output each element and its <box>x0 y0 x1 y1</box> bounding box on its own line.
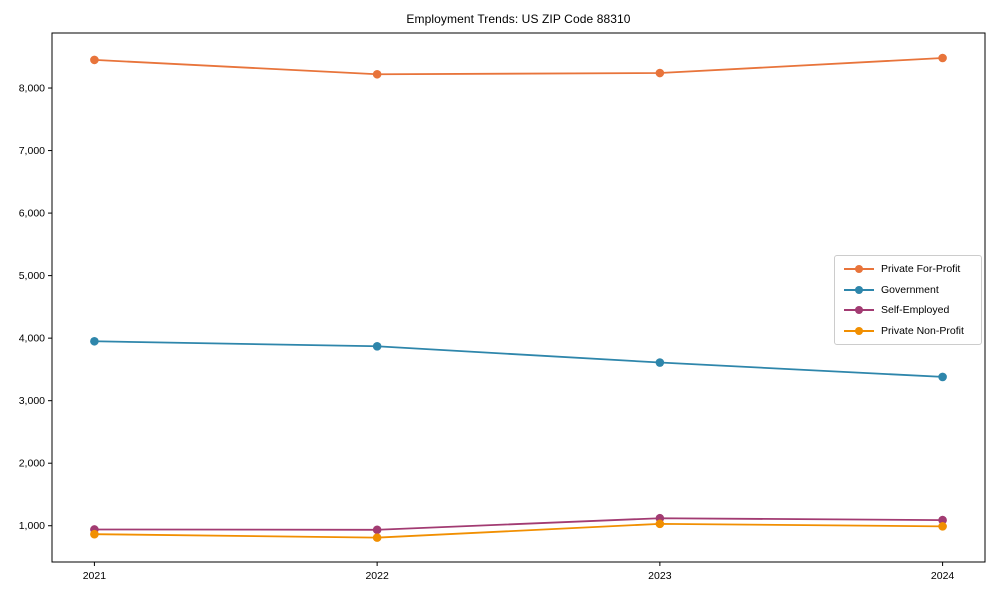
x-tick-label: 2021 <box>83 570 107 582</box>
data-point-marker <box>938 522 947 531</box>
legend-line-marker-icon <box>844 265 874 274</box>
data-point-marker <box>372 341 382 351</box>
y-tick-label: 4,000 <box>19 333 45 345</box>
data-point-marker <box>90 336 99 346</box>
legend-entry: Private For-Profit <box>844 263 972 275</box>
series-line <box>94 57 943 76</box>
x-tick-label: 2024 <box>931 570 955 582</box>
data-point-marker <box>372 525 382 535</box>
legend-line-marker-icon <box>844 285 874 294</box>
data-point-marker <box>90 55 99 65</box>
chart-title: Employment Trends: US ZIP Code 88310 <box>406 12 631 26</box>
y-tick-label: 3,000 <box>19 395 45 407</box>
series-line <box>94 522 943 539</box>
y-tick-label: 8,000 <box>19 83 45 95</box>
y-axis: 1,000 2,000 3,000 4,000 5,000 6,000 7,000 8,000 <box>19 83 52 532</box>
series-private-non-profit <box>90 519 947 542</box>
series-line <box>94 340 943 378</box>
series-government <box>90 336 947 382</box>
data-point-marker <box>655 358 665 367</box>
x-tick-label: 2023 <box>648 570 672 582</box>
legend-label: Government <box>881 283 939 296</box>
data-point-marker <box>372 533 382 542</box>
data-point-marker <box>655 68 665 78</box>
data-point-marker <box>90 529 99 539</box>
legend-label: Self-Employed <box>881 304 950 317</box>
legend-label: Private For-Profit <box>881 263 961 275</box>
y-tick-label: 5,000 <box>19 270 45 282</box>
legend-entry: Self-Employed <box>844 304 972 316</box>
data-point-marker <box>655 519 665 529</box>
y-tick-label: 2,000 <box>19 458 45 470</box>
data-point-marker <box>372 69 382 79</box>
x-axis: 2021 2022 2023 2024 <box>83 562 955 582</box>
legend-entry: Private Non-Profit <box>844 325 972 337</box>
y-tick-label: 1,000 <box>19 520 45 532</box>
series-private-for-profit <box>90 53 947 79</box>
y-tick-label: 6,000 <box>19 208 45 220</box>
series-line <box>94 517 943 531</box>
y-tick-label: 7,000 <box>19 145 45 157</box>
data-point-marker <box>938 372 947 382</box>
legend-line-marker-icon <box>844 326 874 335</box>
data-point-marker <box>938 53 947 63</box>
x-tick-label: 2022 <box>365 570 389 582</box>
plot-border <box>51 32 986 563</box>
chart-legend: Private For-Profit Government Self-Emplo… <box>834 255 982 345</box>
data-point-marker <box>938 515 947 525</box>
legend-entry: Government <box>844 284 972 296</box>
legend-line-marker-icon <box>844 306 874 315</box>
legend-label: Private Non-Profit <box>881 324 964 337</box>
